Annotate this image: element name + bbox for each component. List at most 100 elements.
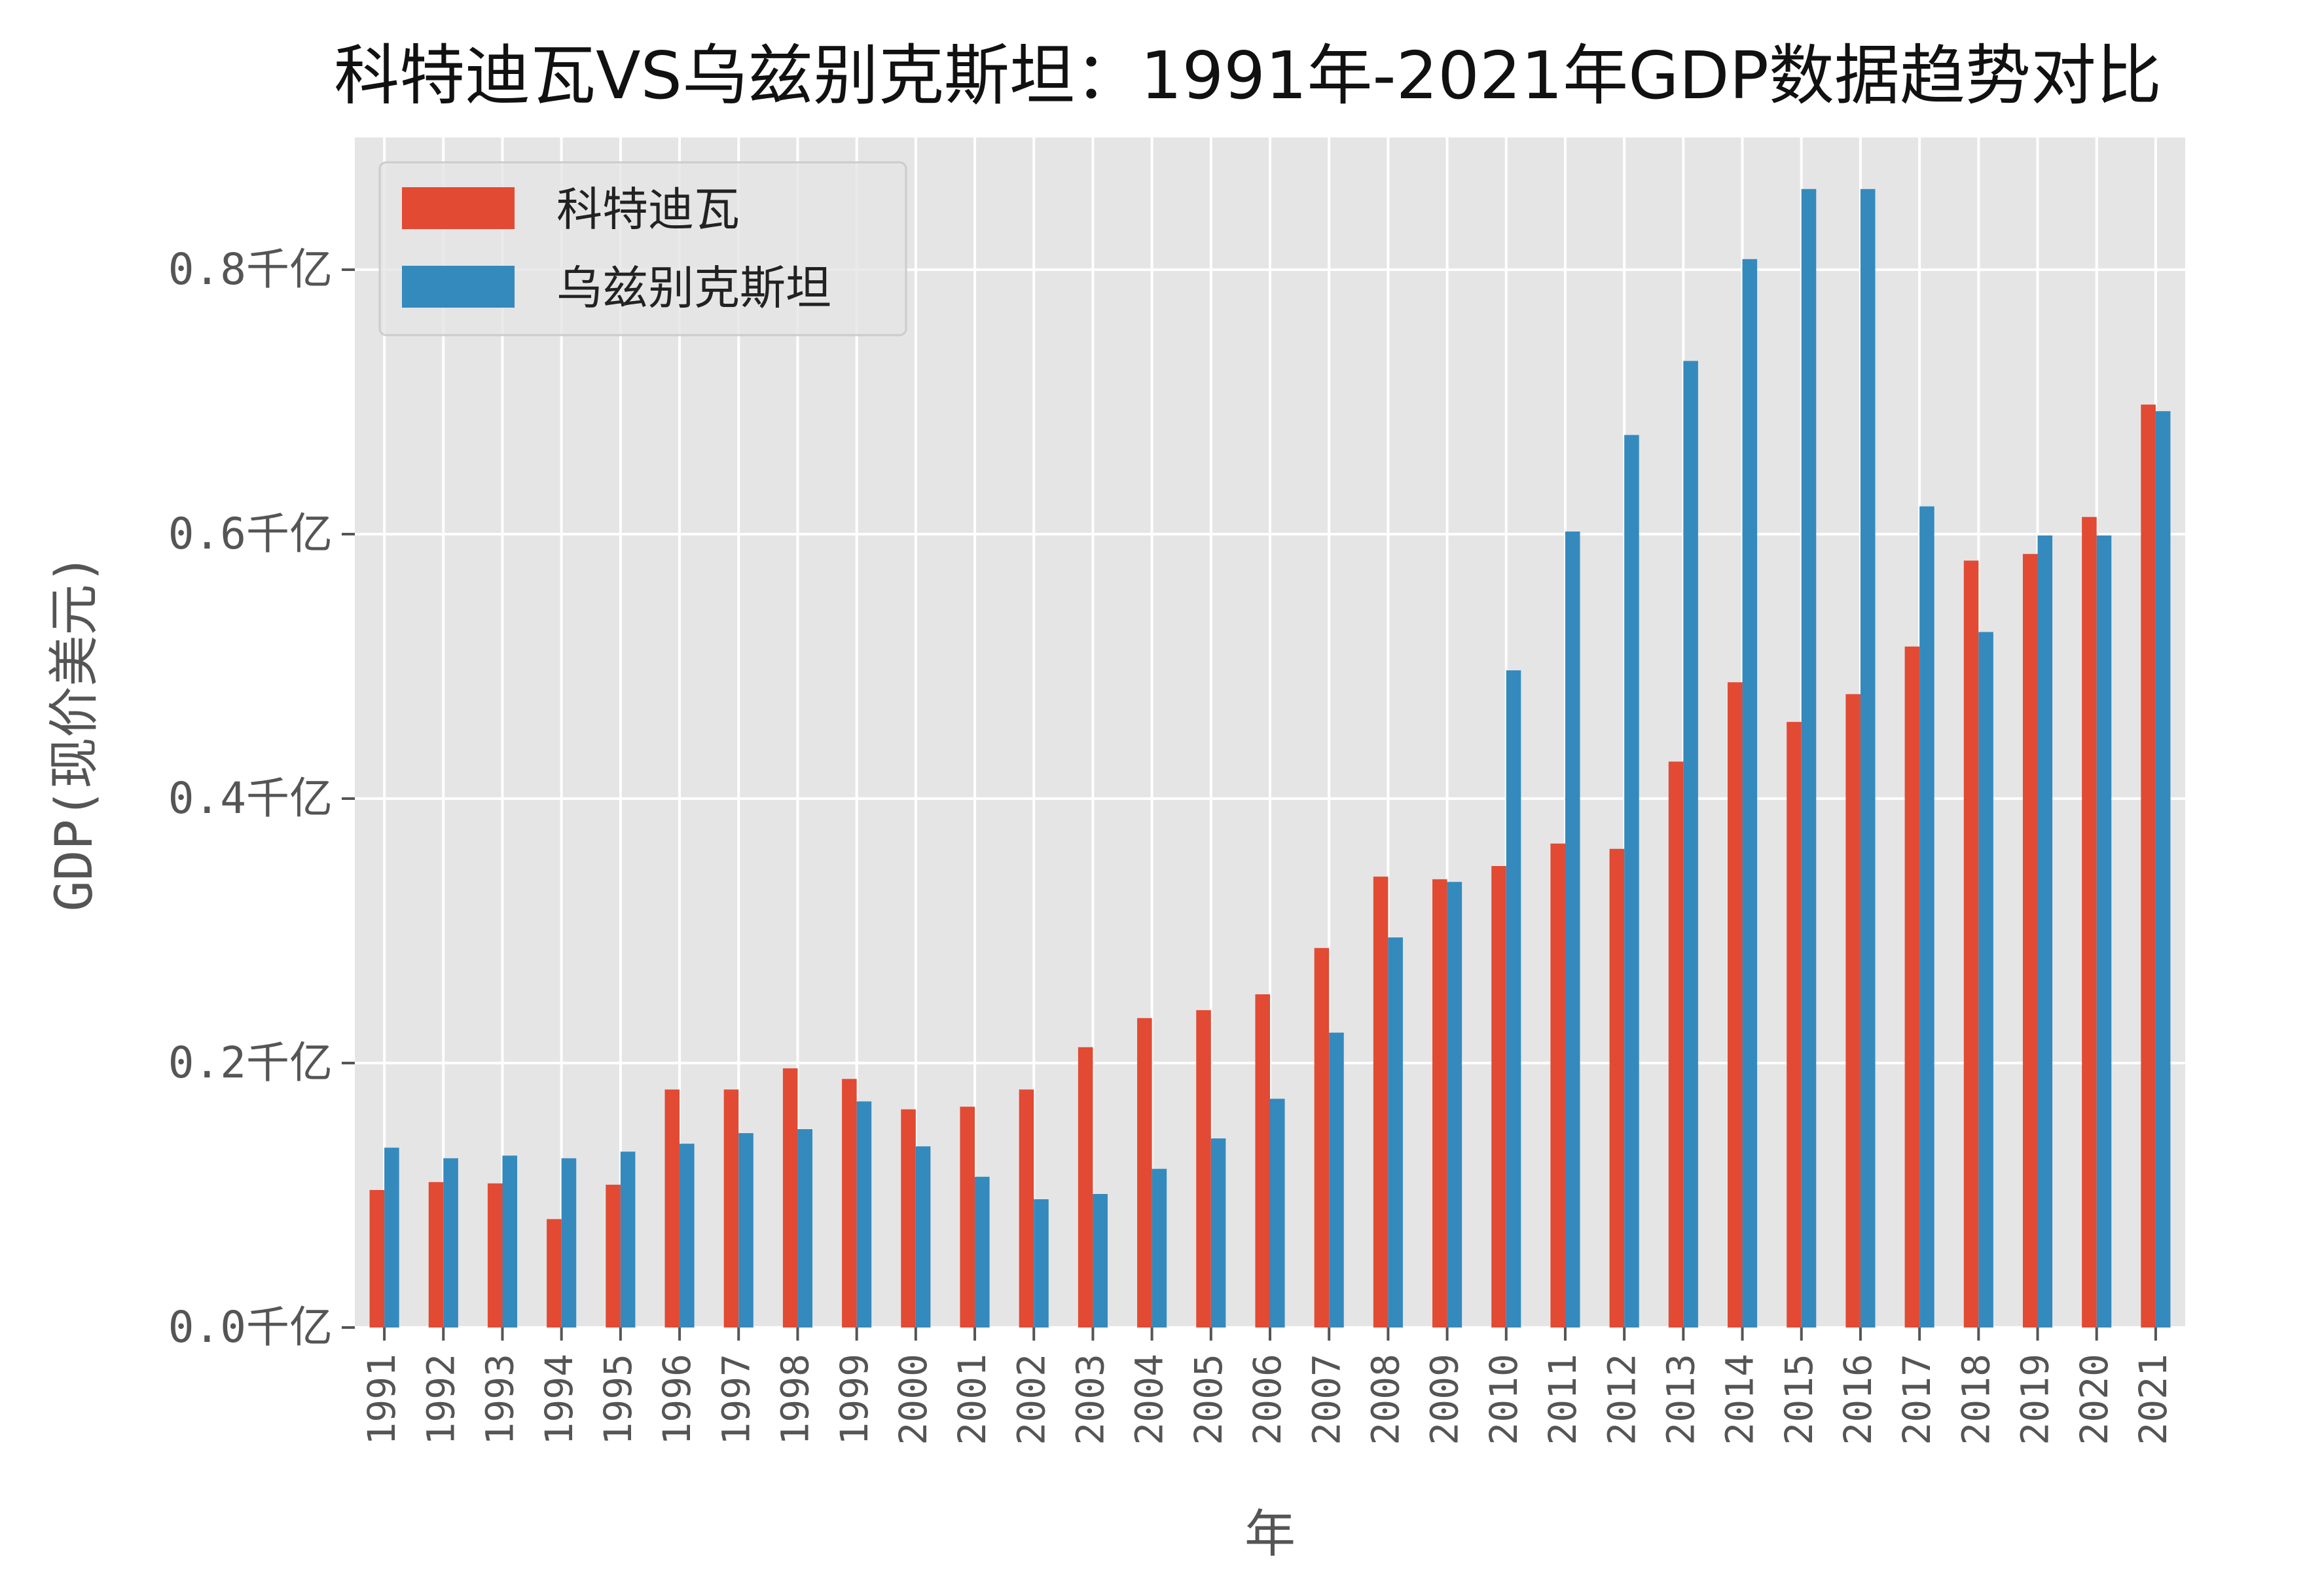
bar-2020-series-1 <box>2096 535 2112 1328</box>
bar-2007-series-1 <box>1329 1032 1344 1328</box>
x-tick-label: 2011 <box>1540 1354 1585 1445</box>
bar-2005-series-1 <box>1210 1138 1226 1328</box>
bar-2001-series-0 <box>960 1106 975 1328</box>
bar-2002-series-0 <box>1019 1089 1034 1328</box>
bar-2013-series-0 <box>1668 761 1684 1328</box>
x-tick-label: 2001 <box>950 1354 994 1445</box>
x-tick-label: 1997 <box>714 1354 758 1445</box>
bar-2019-series-1 <box>2037 535 2053 1328</box>
x-tick-label: 1991 <box>359 1354 404 1445</box>
x-tick-label: 2003 <box>1068 1354 1113 1445</box>
legend-label: 乌兹别克斯坦 <box>556 261 831 315</box>
bar-2004-series-0 <box>1137 1018 1152 1328</box>
bar-2002-series-1 <box>1034 1199 1049 1328</box>
bar-1994-series-1 <box>561 1158 577 1328</box>
bar-2017-series-0 <box>1904 646 1920 1328</box>
x-tick-label: 1999 <box>832 1354 877 1445</box>
y-tick-label: 0.2千亿 <box>168 1038 333 1088</box>
bar-2007-series-0 <box>1314 948 1330 1328</box>
x-tick-label: 2016 <box>1836 1354 1880 1445</box>
x-tick-label: 2014 <box>1718 1354 1762 1445</box>
bar-1991-series-0 <box>369 1189 385 1328</box>
bar-2003-series-1 <box>1093 1193 1108 1328</box>
bar-2015-series-1 <box>1801 189 1817 1328</box>
x-tick-label: 1994 <box>537 1354 581 1445</box>
bar-2014-series-0 <box>1728 682 1743 1328</box>
bar-2020-series-0 <box>2082 516 2097 1328</box>
x-tick-label: 2019 <box>2013 1354 2058 1445</box>
x-tick-label: 2020 <box>2072 1354 2116 1445</box>
bar-1992-series-1 <box>443 1158 458 1328</box>
bar-1992-series-0 <box>428 1182 444 1328</box>
bar-1996-series-1 <box>680 1144 695 1328</box>
x-axis-label: 年 <box>1244 1505 1296 1564</box>
x-tick-label: 2008 <box>1363 1354 1407 1445</box>
legend-label: 科特迪瓦 <box>556 183 740 236</box>
bar-1993-series-1 <box>502 1155 518 1328</box>
bar-2006-series-0 <box>1255 994 1270 1328</box>
x-tick-label: 1992 <box>418 1354 463 1445</box>
bar-1997-series-0 <box>723 1089 739 1328</box>
bar-2021-series-1 <box>2155 411 2171 1328</box>
bar-2018-series-1 <box>1978 632 1993 1328</box>
bar-2021-series-0 <box>2141 405 2156 1328</box>
bar-2012-series-1 <box>1624 435 1639 1328</box>
y-tick-label: 0.0千亿 <box>168 1302 333 1352</box>
y-tick-label: 0.8千亿 <box>168 244 333 295</box>
bar-2013-series-1 <box>1683 361 1698 1328</box>
x-tick-label: 2007 <box>1304 1354 1349 1445</box>
x-tick-label: 2006 <box>1245 1354 1290 1445</box>
bar-2016-series-0 <box>1845 694 1861 1328</box>
bar-2003-series-0 <box>1078 1047 1093 1328</box>
bar-1997-series-1 <box>738 1133 753 1328</box>
chart-title: 科特迪瓦VS乌兹别克斯坦：1991年-2021年GDP数据趋势对比 <box>334 37 2162 114</box>
y-tick-label: 0.6千亿 <box>168 509 333 559</box>
bar-1993-series-0 <box>487 1183 503 1328</box>
bar-2010-series-1 <box>1506 670 1521 1328</box>
x-tick-label: 2002 <box>1009 1354 1053 1445</box>
bar-1996-series-0 <box>664 1089 680 1328</box>
y-axis: 0.0千亿 0.2千亿 0.4千亿 0.6千亿 0.8千亿 <box>168 244 355 1352</box>
bar-2017-series-1 <box>1919 506 1934 1328</box>
bar-1999-series-0 <box>842 1079 857 1328</box>
x-tick-label: 1998 <box>773 1354 818 1445</box>
bar-2011-series-0 <box>1550 843 1565 1328</box>
bar-1994-series-0 <box>547 1219 562 1328</box>
bar-2001-series-1 <box>975 1176 990 1328</box>
bar-2000-series-0 <box>901 1109 916 1328</box>
y-tick-label: 0.4千亿 <box>168 773 333 823</box>
bar-2006-series-1 <box>1270 1098 1285 1328</box>
bar-2012-series-0 <box>1609 848 1625 1328</box>
bar-1991-series-1 <box>384 1147 399 1328</box>
x-tick-label: 1996 <box>655 1354 699 1445</box>
x-tick-label: 2013 <box>1658 1354 1703 1445</box>
x-tick-label: 2018 <box>1953 1354 1998 1445</box>
bar-2009-series-0 <box>1432 879 1447 1328</box>
x-axis: 1991 1992 1993 1994 1995 1996 1997 1998 1999 2000… <box>359 1328 2175 1445</box>
bar-2016-series-1 <box>1860 189 1876 1328</box>
x-tick-label: 1993 <box>478 1354 522 1445</box>
x-tick-label: 2009 <box>1423 1354 1467 1445</box>
bar-2014-series-1 <box>1742 259 1758 1328</box>
x-tick-label: 2004 <box>1127 1354 1172 1445</box>
bar-1998-series-1 <box>797 1129 812 1328</box>
bar-2019-series-0 <box>2022 554 2038 1328</box>
x-tick-label: 1995 <box>596 1354 640 1445</box>
bar-2018-series-0 <box>1963 560 1979 1328</box>
x-tick-label: 2010 <box>1481 1354 1526 1445</box>
bar-2015-series-0 <box>1787 721 1802 1328</box>
bar-2000-series-1 <box>915 1146 931 1328</box>
x-tick-label: 2012 <box>1599 1354 1644 1445</box>
legend-swatch <box>402 187 515 229</box>
y-axis-label: GDP(现价美元) <box>45 554 104 912</box>
x-tick-label: 2017 <box>1895 1354 1939 1445</box>
x-tick-label: 2000 <box>891 1354 935 1445</box>
bar-2004-series-1 <box>1152 1168 1167 1328</box>
bar-1998-series-0 <box>782 1068 798 1328</box>
bar-2011-series-1 <box>1565 531 1580 1328</box>
bars <box>369 189 2171 1328</box>
bar-2010-series-0 <box>1491 866 1506 1328</box>
bar-2008-series-1 <box>1388 937 1403 1328</box>
